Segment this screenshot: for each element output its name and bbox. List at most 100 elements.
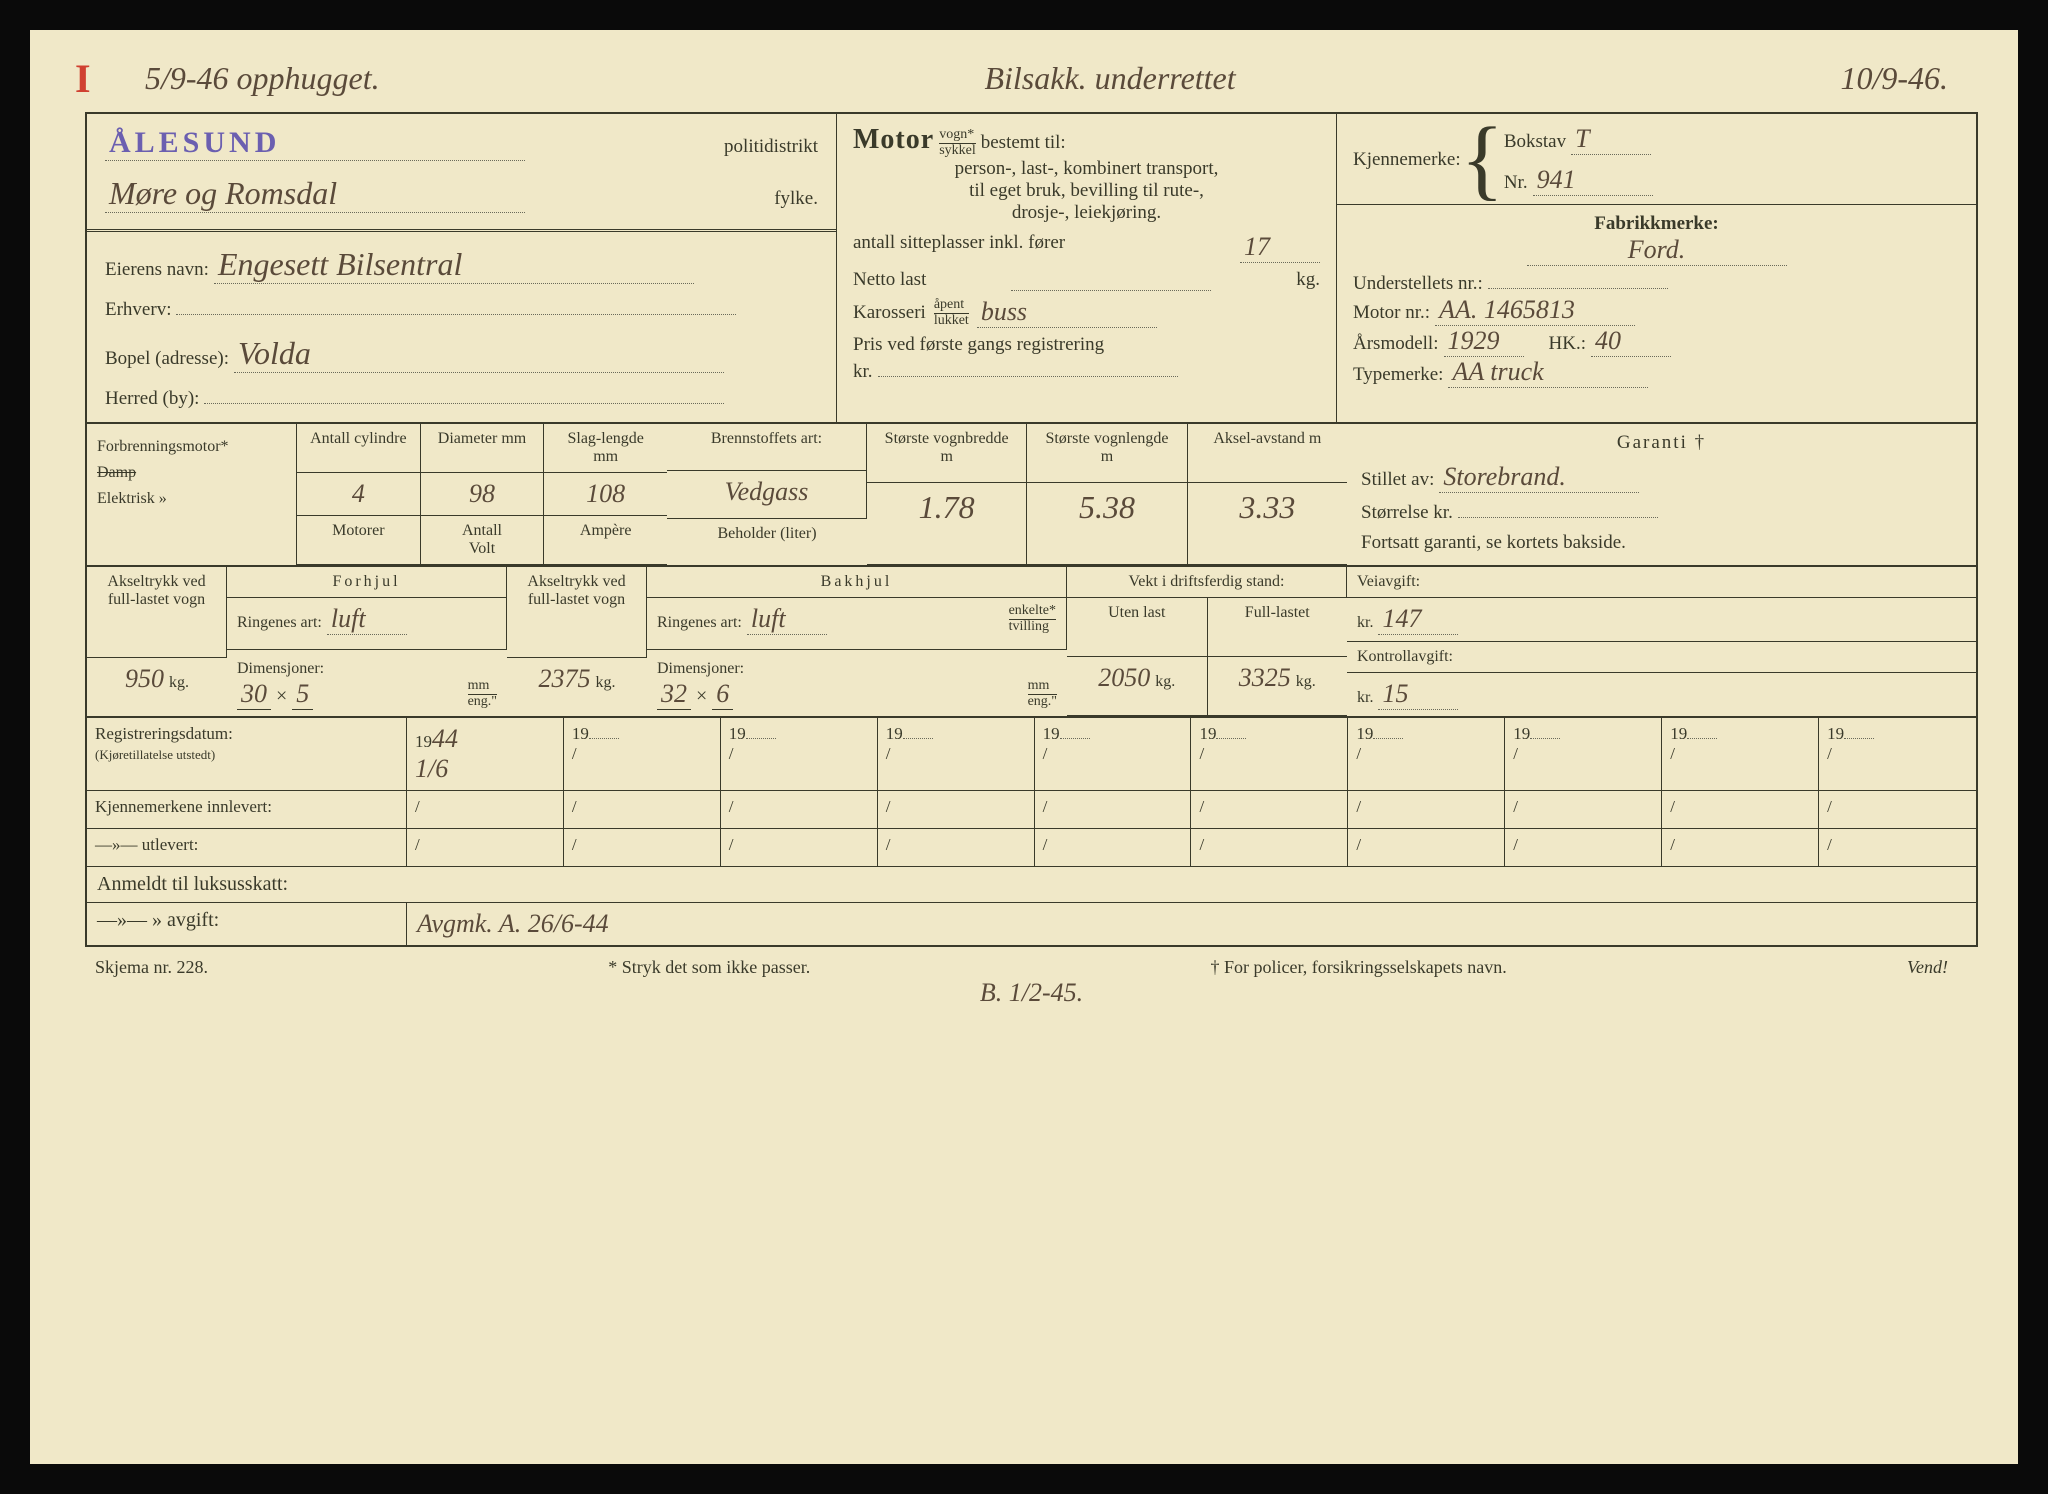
anmeldt-label: Anmeldt til luksusskatt:: [87, 867, 1976, 903]
nr-label: Nr.: [1504, 172, 1528, 193]
avgift-note: Avgmk. A. 26/6-44: [407, 903, 1976, 947]
b-ring-val: luft: [747, 604, 827, 635]
dia-h: Diameter mm: [421, 424, 545, 473]
storr-label: Størrelse kr.: [1361, 502, 1453, 523]
motor-block: Motor vogn* sykkel bestemt til: person-,…: [837, 114, 1337, 424]
mm-eng-1: mmeng.": [468, 679, 497, 709]
innlev-label: Kjennemerkene innlevert:: [87, 791, 407, 829]
erhverv-value: [176, 314, 736, 315]
brace-icon: {: [1461, 124, 1504, 196]
top-handwritten-notes: 5/9-46 opphugget. Bilsakk. underrettet 1…: [85, 50, 1978, 112]
politidistrikt-label: politidistrikt: [724, 136, 818, 158]
mot-h: Motorer: [297, 516, 421, 565]
garanti-title: Garanti †: [1361, 432, 1962, 454]
policer-note: † For policer, forsikringsselskapets nav…: [1211, 957, 1507, 978]
engine-type-col: Forbrenningsmotor* Damp Elektrisk »: [87, 424, 297, 567]
form-frame: ÅLESUND politidistrikt Møre og Romsdal f…: [85, 112, 1978, 947]
engine-row: Forbrenningsmotor* Damp Elektrisk » Anta…: [87, 424, 1976, 567]
amp-h: Ampère: [544, 516, 667, 565]
motornr-value: AA. 1465813: [1435, 295, 1635, 326]
uten-val: 2050: [1098, 663, 1150, 692]
brenn-block: Brennstoffets art: Vedgass Beholder (lit…: [667, 424, 867, 567]
forhjul-block: Forhjul Ringenes art: luft Dimensjoner: …: [227, 567, 507, 718]
veiavg-label: Veiavgift:: [1347, 567, 1976, 598]
bestemt-label: bestemt til:: [981, 132, 1066, 153]
dims-block: Største vognbredde m Største vognlengde …: [867, 424, 1347, 567]
f-aksel-label: Akseltrykk ved full-lastet vogn: [87, 567, 227, 658]
wheels-row: Akseltrykk ved full-lastet vogn 950 kg. …: [87, 567, 1976, 718]
avgift-label: —»— » avgift:: [87, 903, 407, 947]
b-aksel-block: Akseltrykk ved full-lastet vogn 2375 kg.: [507, 567, 647, 718]
registration-grid: Registreringsdatum: (Kjøretillatelse uts…: [87, 718, 1976, 867]
b-dim-label: Dimensjoner:: [657, 660, 744, 677]
vekt-h: Vekt i driftsferdig stand:: [1067, 567, 1347, 598]
f-aksel-val: 950: [125, 664, 164, 693]
eier-label: Eierens navn:: [105, 259, 209, 280]
kontroll-val: 15: [1378, 679, 1458, 710]
slag-h: Slag-lengde mm: [544, 424, 667, 473]
motor-line3: drosje-, leiekjøring.: [853, 202, 1320, 224]
forbr-label: Forbrenningsmotor*: [97, 438, 286, 456]
owner-block: ÅLESUND politidistrikt Møre og Romsdal f…: [87, 114, 837, 424]
bredde-h: Største vognbredde m: [867, 424, 1027, 483]
aar-value: 1929: [1444, 326, 1524, 357]
f-ring-val: luft: [327, 604, 407, 635]
brenn-h: Brennstoffets art:: [667, 424, 867, 471]
uten-h: Uten last: [1067, 598, 1208, 657]
garanti-block: Garanti † Stillet av: Storebrand. Større…: [1347, 424, 1976, 567]
erhverv-label: Erhverv:: [105, 299, 171, 320]
f-dim2: 5: [292, 679, 313, 710]
f-dim1: 30: [237, 679, 271, 710]
kjenne-label: Kjennemerke:: [1353, 149, 1461, 171]
forhjul-h: Forhjul: [227, 567, 507, 598]
netto-label: Netto last: [853, 269, 926, 291]
netto-unit: kg.: [1296, 269, 1320, 291]
b-aksel-val: 2375: [539, 664, 591, 693]
utlev-label: —»— utlevert:: [87, 829, 407, 867]
karosseri-value: buss: [977, 297, 1157, 328]
hk-label: HK.:: [1549, 333, 1586, 354]
b-dim1: 32: [657, 679, 691, 710]
avgift-row: —»— » avgift: Avgmk. A. 26/6-44: [87, 903, 1976, 947]
lengde-h: Største vognlengde m: [1027, 424, 1187, 483]
stillet-label: Stillet av:: [1361, 469, 1434, 490]
district-stamp: ÅLESUND: [105, 126, 525, 161]
motor-line2: til eget bruk, bevilling til rute-,: [853, 180, 1320, 202]
footer: Skjema nr. 228. * Stryk det som ikke pas…: [85, 947, 1978, 978]
bakhjul-block: Bakhjul Ringenes art: luft enkelte* tvil…: [647, 567, 1067, 718]
top-section: ÅLESUND politidistrikt Møre og Romsdal f…: [87, 114, 1976, 424]
reg-dato-label: Registreringsdatum: (Kjøretillatelse uts…: [87, 718, 407, 791]
apent-lukket: åpent lukket: [934, 298, 969, 328]
aar-label: Årsmodell:: [1353, 333, 1439, 354]
motor-line1: person-, last-, kombinert transport,: [853, 158, 1320, 180]
stillet-value: Storebrand.: [1439, 462, 1639, 493]
eier-value: Engesett Bilsentral: [214, 246, 694, 284]
volt-h: Antall Volt: [421, 516, 545, 565]
bottom-handwriting: B. 1/2-45.: [85, 978, 1978, 1008]
stryk-note: * Stryk det som ikke passer.: [608, 957, 810, 978]
bakhjul-h: Bakhjul: [647, 567, 1067, 598]
fortsatt-label: Fortsatt garanti, se kortets bakside.: [1361, 532, 1962, 554]
slag-val: 108: [544, 473, 667, 516]
enkelte-tvilling: enkelte* tvilling: [1009, 604, 1056, 643]
vogn-sykkel: vogn* sykkel: [939, 128, 976, 158]
aksel-val: 3.33: [1188, 483, 1347, 565]
pris-value: [878, 376, 1178, 377]
luksus-row: Anmeldt til luksusskatt:: [87, 867, 1976, 903]
bopel-label: Bopel (adresse):: [105, 348, 229, 369]
kjennemerke-block: Kjennemerke: { Bokstav T Nr. 941 Fabrikk…: [1337, 114, 1976, 424]
full-h: Full-lastet: [1208, 598, 1348, 657]
b-ring-label: Ringenes art:: [657, 614, 742, 631]
under-label: Understellets nr.:: [1353, 273, 1483, 294]
f-dim-label: Dimensjoner:: [237, 660, 324, 677]
pris-label: Pris ved første gangs registrering: [853, 334, 1320, 356]
veiavg-val: 147: [1378, 604, 1458, 635]
karosseri-label: Karosseri: [853, 302, 926, 324]
fylke-label: fylke.: [774, 188, 818, 210]
behold-label: Beholder (liter): [667, 519, 867, 567]
red-mark: I: [75, 55, 91, 102]
damp-label: Damp: [97, 464, 286, 482]
fabrikk-value: Ford.: [1527, 235, 1787, 266]
avgift-block: Veiavgift: kr. 147 Kontrollavgift: kr. 1…: [1347, 567, 1976, 718]
note-right: 10/9-46.: [1840, 60, 1948, 97]
